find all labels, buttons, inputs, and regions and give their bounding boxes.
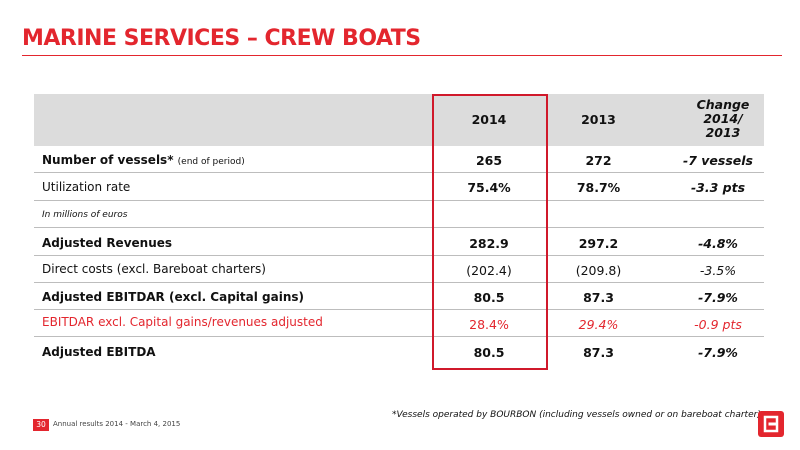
footer-text: Annual results 2014 - March 4, 2015 bbox=[53, 420, 181, 428]
row-divider bbox=[34, 227, 764, 228]
row-divider bbox=[34, 336, 764, 337]
title-divider bbox=[22, 55, 782, 56]
row-divider bbox=[34, 200, 764, 201]
highlight-box-2014 bbox=[432, 94, 548, 370]
row-label-text: Number of vessels* bbox=[42, 153, 174, 167]
cell-revenues-2013: 297.2 bbox=[578, 236, 619, 251]
row-label-adjusted-ebitda: Adjusted EBITDA bbox=[42, 345, 156, 359]
row-label-number-of-vessels: Number of vessels* (end of period) bbox=[42, 153, 245, 167]
column-header-change-line-1: Change bbox=[696, 97, 750, 112]
row-label-adjusted-ebitdar: Adjusted EBITDAR (excl. Capital gains) bbox=[42, 290, 305, 304]
cell-vessels-2014: 265 bbox=[475, 153, 503, 168]
cell-ebitdar-margin-2014: 28.4% bbox=[469, 317, 509, 332]
row-divider bbox=[34, 255, 764, 256]
row-label-utilization-rate: Utilization rate bbox=[42, 180, 131, 194]
cell-vessels-change: -7 vessels bbox=[683, 153, 753, 168]
cell-direct-costs-change: -3.5% bbox=[699, 263, 737, 278]
page-number: 30 bbox=[33, 419, 49, 431]
cell-utilization-2014: 75.4% bbox=[467, 180, 511, 195]
cell-ebitdar-change: -7.9% bbox=[698, 290, 738, 305]
column-header-change-line-2: 2014/ bbox=[703, 111, 743, 126]
cell-ebitdar-2013: 87.3 bbox=[583, 290, 614, 305]
cell-ebitda-2014: 80.5 bbox=[473, 345, 505, 360]
column-header-change-line-3: 2013 bbox=[705, 125, 741, 140]
cell-revenues-2014: 282.9 bbox=[469, 236, 509, 251]
row-label-direct-costs: Direct costs (excl. Bareboat charters) bbox=[42, 262, 266, 276]
cell-vessels-2013: 272 bbox=[585, 153, 612, 168]
row-divider bbox=[34, 172, 764, 173]
cell-ebitdar-margin-change: -0.9 pts bbox=[694, 317, 742, 332]
cell-ebitda-2013: 87.3 bbox=[583, 345, 614, 360]
cell-revenues-change: -4.8% bbox=[698, 236, 738, 251]
cell-ebitdar-margin-2013: 29.4% bbox=[578, 317, 619, 332]
cell-utilization-change: -3.3 pts bbox=[690, 180, 746, 195]
units-note: In millions of euros bbox=[42, 210, 128, 220]
cell-direct-costs-2013: (209.8) bbox=[575, 263, 622, 278]
column-header-change: Change 2014/ 2013 bbox=[678, 98, 768, 140]
row-label-adjusted-revenues: Adjusted Revenues bbox=[42, 236, 173, 250]
cell-ebitda-change: -7.9% bbox=[698, 345, 738, 360]
cell-ebitdar-2014: 80.5 bbox=[473, 290, 505, 305]
row-divider bbox=[34, 309, 764, 310]
footnote: *Vessels operated by BOURBON (including … bbox=[392, 410, 761, 420]
column-header-2013: 2013 bbox=[581, 112, 616, 127]
page-title: MARINE SERVICES – CREW BOATS bbox=[22, 26, 421, 51]
column-header-2014: 2014 bbox=[471, 112, 507, 127]
cell-utilization-2013: 78.7% bbox=[576, 180, 621, 195]
bourbon-logo-icon bbox=[758, 411, 784, 437]
row-label-note: (end of period) bbox=[177, 157, 245, 167]
row-divider bbox=[34, 282, 764, 283]
table-header-band bbox=[34, 94, 764, 146]
row-label-ebitdar-margin: EBITDAR excl. Capital gains/revenues adj… bbox=[42, 315, 323, 329]
cell-direct-costs-2014: (202.4) bbox=[466, 263, 512, 278]
